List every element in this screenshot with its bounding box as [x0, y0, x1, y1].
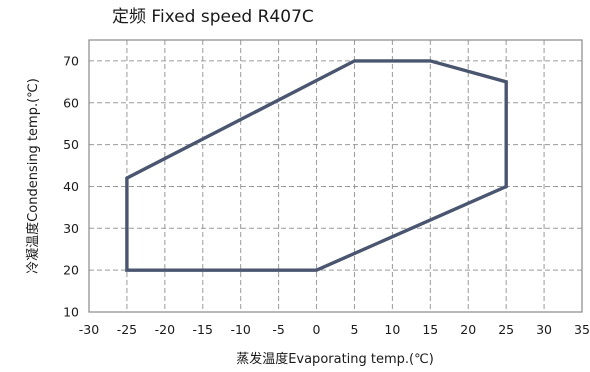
y-tick-label: 30	[63, 221, 79, 236]
y-tick-label: 60	[63, 95, 79, 110]
x-axis-label: 蒸发温度Evaporating temp.(℃)	[236, 351, 434, 367]
x-tick-label: 25	[498, 322, 514, 337]
x-tick-label: 20	[460, 322, 476, 337]
y-tick-label: 40	[63, 179, 79, 194]
operating-envelope-line	[125, 59, 508, 272]
y-tick-label: 50	[63, 137, 79, 152]
x-tick-label: 10	[384, 322, 400, 337]
chart-title: 定频 Fixed speed R407C	[112, 7, 314, 27]
y-tick-label: 20	[63, 263, 79, 278]
y-tick-label: 10	[63, 305, 79, 320]
x-tick-label: 15	[422, 322, 438, 337]
x-tick-label: -5	[272, 322, 284, 337]
y-tick-label: 70	[63, 53, 79, 68]
x-tick-label: -10	[230, 322, 250, 337]
x-tick-label: 30	[536, 322, 552, 337]
x-tick-label: 5	[350, 322, 358, 337]
x-tick-label: 0	[313, 322, 321, 337]
x-tick-label: -25	[117, 322, 137, 337]
plot-frame	[88, 39, 583, 313]
y-axis-label: 冷凝温度Condensing temp.(℃)	[25, 78, 41, 274]
tick-labels: -30 -25 -20 -15 -10 -5 0 5 10 15 20 25 30 35 10 20 30 40 5…	[63, 53, 590, 337]
x-tick-label: -20	[155, 322, 175, 337]
x-tick-label: -15	[193, 322, 213, 337]
x-tick-label: -30	[79, 322, 99, 337]
x-tick-label: 35	[574, 322, 590, 337]
